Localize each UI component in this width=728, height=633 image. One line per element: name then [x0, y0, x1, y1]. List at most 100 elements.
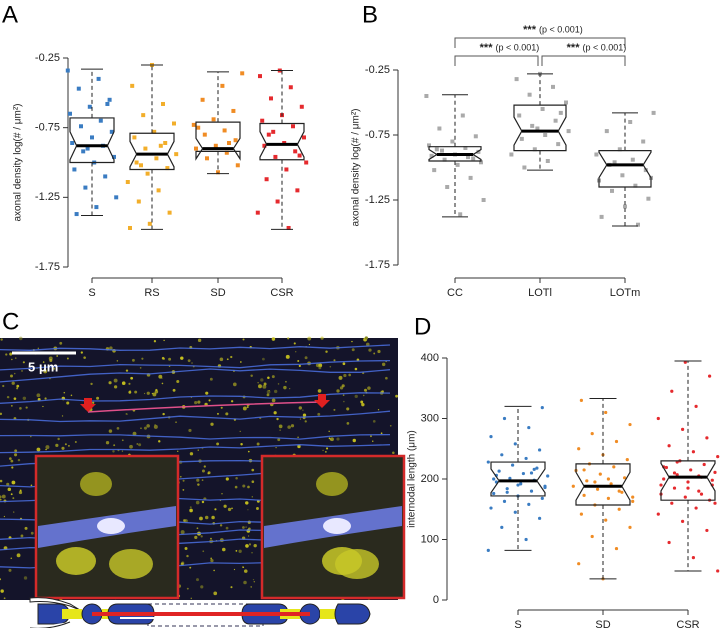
speckle: [112, 450, 115, 453]
speckle: [186, 554, 189, 558]
speckle: [18, 336, 23, 341]
speckle: [242, 526, 245, 529]
data-point: [636, 222, 640, 227]
speckle: [14, 449, 18, 453]
data-point: [702, 462, 706, 467]
data-point: [440, 148, 444, 153]
data-point: [646, 196, 651, 201]
speckle: [299, 418, 302, 420]
data-point: [152, 129, 157, 134]
speckle: [194, 535, 198, 539]
speckle: [381, 390, 384, 394]
speckle: [308, 343, 311, 346]
data-point: [74, 212, 79, 217]
data-point: [432, 168, 437, 173]
data-point: [516, 483, 520, 487]
data-point: [304, 160, 309, 165]
data-point: [651, 110, 656, 115]
speckle: [225, 526, 229, 530]
data-point: [284, 167, 289, 172]
data-point: [143, 146, 148, 151]
x-tick-label: CSR: [270, 287, 293, 299]
speckle: [208, 399, 211, 402]
speckle: [197, 338, 202, 343]
data-point: [662, 477, 666, 481]
p-value: (p < 0.001): [583, 42, 627, 52]
data-point: [65, 68, 70, 73]
y-tick-label: 200: [421, 473, 439, 485]
data-point: [429, 153, 434, 158]
speckle: [139, 367, 142, 369]
speckle: [10, 459, 14, 463]
speckle: [287, 337, 290, 340]
data-point: [558, 110, 563, 115]
speckle: [10, 374, 13, 378]
data-point: [442, 157, 447, 162]
speckle: [0, 495, 2, 499]
speckle: [19, 407, 22, 410]
data-point: [479, 160, 483, 165]
data-point: [535, 126, 540, 131]
speckle: [245, 501, 249, 505]
speckle: [201, 500, 205, 504]
speckle: [389, 424, 392, 427]
speckle: [188, 428, 192, 433]
speckle: [61, 415, 64, 417]
data-point: [105, 101, 110, 106]
significance-stars: ***: [567, 42, 581, 54]
data-point: [172, 121, 176, 126]
data-point: [434, 147, 439, 152]
speckle: [329, 365, 332, 368]
speckle: [298, 364, 301, 368]
data-point: [631, 499, 635, 503]
speckle: [140, 427, 142, 430]
speckle: [225, 477, 229, 481]
speckle: [132, 358, 135, 362]
x-tick-label: SD: [210, 287, 225, 299]
speckle: [221, 547, 226, 552]
speckle: [304, 356, 308, 360]
y-tick-label: -0.25: [35, 52, 60, 64]
speckle: [346, 422, 350, 425]
box: [513, 104, 567, 152]
data-point: [489, 435, 493, 439]
speckle: [348, 373, 351, 377]
speckle: [253, 543, 257, 548]
speckle: [240, 442, 243, 446]
arrow: [80, 398, 96, 412]
speckle: [242, 566, 245, 569]
axon: [0, 359, 391, 371]
data-point: [213, 143, 218, 148]
box: [575, 463, 631, 506]
speckle: [221, 493, 223, 495]
speckle: [11, 480, 16, 485]
data-point: [295, 188, 300, 193]
speckle: [219, 357, 224, 362]
speckle: [162, 412, 165, 416]
speckle: [129, 444, 133, 449]
speckle: [158, 374, 163, 379]
data-point: [481, 198, 486, 202]
speckle: [235, 549, 238, 552]
data-point: [710, 478, 714, 482]
speckle: [177, 450, 179, 452]
data-point: [577, 562, 581, 566]
data-point: [194, 146, 198, 151]
data-point: [497, 469, 501, 473]
juxtaparanode: [62, 609, 82, 619]
data-point: [582, 493, 586, 497]
speckle: [243, 580, 247, 585]
data-point: [540, 406, 544, 410]
speckle: [121, 381, 126, 386]
data-point: [582, 468, 586, 472]
speckle: [182, 519, 186, 522]
speckle: [242, 338, 245, 341]
axon: [0, 344, 391, 351]
panel-label: D: [414, 313, 431, 340]
speckle: [25, 406, 28, 409]
inset-blob: [80, 472, 112, 496]
data-point: [79, 124, 83, 129]
speckle: [1, 494, 6, 499]
speckle: [247, 509, 249, 511]
data-point: [463, 146, 468, 150]
